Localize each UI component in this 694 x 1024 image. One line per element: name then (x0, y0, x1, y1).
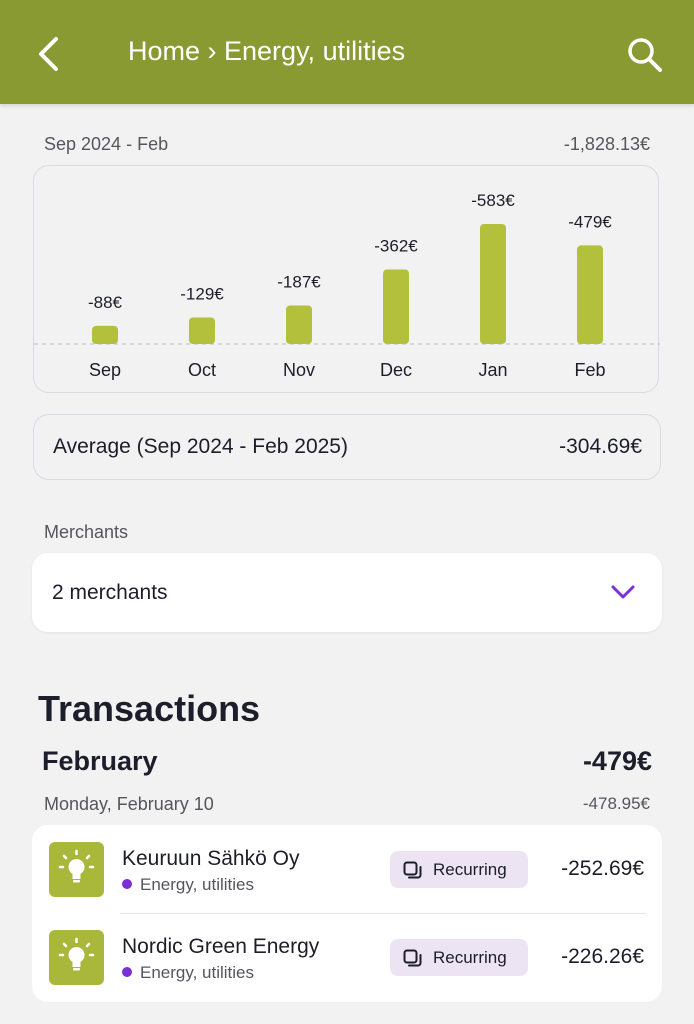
chart-value-label: -583€ (471, 191, 515, 210)
chart-category-label: Jan (478, 360, 507, 380)
transaction-row[interactable]: Keuruun Sähkö Oy Energy, utilities Recur… (32, 825, 662, 913)
transactions-heading: Transactions (38, 688, 261, 729)
period-total: -1,828.13€ (563, 134, 650, 154)
recurring-icon (403, 949, 422, 967)
chart-category-label: Feb (574, 360, 605, 380)
divider (120, 913, 646, 914)
merchant-name: Keuruun Sähkö Oy (122, 847, 300, 870)
chart-bar-oct[interactable] (189, 317, 215, 344)
chart-bar-nov[interactable] (286, 305, 312, 344)
badge-label: Recurring (433, 948, 507, 967)
merchant-icon (49, 842, 104, 897)
page-title: Home › Energy, utilities (128, 36, 406, 66)
app-header: Home › Energy, utilities (0, 0, 694, 104)
chart-bar-sep[interactable] (92, 325, 118, 344)
chart-value-label: -362€ (374, 236, 418, 255)
day-label: Monday, February 10 (44, 794, 214, 814)
chart-bar-jan[interactable] (480, 224, 506, 344)
chart-category-label: Nov (283, 360, 315, 380)
category-dot (122, 879, 132, 889)
chart-value-label: -129€ (180, 284, 224, 303)
merchant-name: Nordic Green Energy (122, 935, 320, 958)
chart-category-label: Sep (89, 360, 121, 380)
category-label: Energy, utilities (122, 963, 254, 983)
chart-bar-feb[interactable] (577, 245, 603, 344)
category-text: Energy, utilities (140, 963, 255, 982)
transaction-amount: -226.26€ (561, 945, 644, 968)
bar-chart: -88€ Sep -129€ Oct -187€ Nov -362€ Dec -583€ Jan -… (34, 191, 660, 380)
badge-label: Recurring (433, 860, 507, 879)
category-dot (122, 967, 132, 977)
category-text: Energy, utilities (140, 875, 255, 894)
lightbulb-icon (58, 849, 95, 883)
back-button[interactable] (30, 30, 70, 78)
chart-category-label: Dec (380, 360, 412, 380)
chart-value-label: -187€ (277, 273, 321, 292)
category-label: Energy, utilities (122, 875, 254, 895)
chart-value-label: -479€ (568, 212, 612, 231)
average-card: Average (Sep 2024 - Feb 2025) -304.69€ (33, 414, 661, 480)
lightbulb-icon (58, 937, 95, 971)
average-value: -304.69€ (559, 435, 642, 458)
month-total: -479€ (582, 746, 652, 776)
chevron-left-icon (39, 37, 58, 71)
month-label: February (42, 746, 158, 776)
period-label: Sep 2024 - Feb (44, 134, 169, 154)
chart-value-label: -88€ (88, 293, 123, 312)
search-icon (628, 38, 662, 72)
merchants-dropdown[interactable]: 2 merchants (32, 553, 662, 632)
recurring-badge: Recurring (390, 851, 528, 888)
day-total: -478.95€ (582, 794, 650, 813)
transaction-amount: -252.69€ (561, 857, 644, 880)
recurring-icon (403, 861, 422, 879)
transactions-list: Keuruun Sähkö Oy Energy, utilities Recur… (32, 825, 662, 1002)
merchants-label: Merchants (44, 522, 129, 542)
average-label: Average (Sep 2024 - Feb 2025) (53, 435, 348, 458)
spending-chart: -88€ Sep -129€ Oct -187€ Nov -362€ Dec -583€ Jan -… (33, 165, 660, 393)
merchant-icon (49, 930, 104, 985)
chevron-down-icon (611, 585, 635, 599)
chart-bar-dec[interactable] (383, 269, 409, 344)
recurring-badge: Recurring (390, 939, 528, 976)
merchants-value: 2 merchants (52, 581, 168, 604)
chart-category-label: Oct (188, 360, 216, 380)
transaction-row[interactable]: Nordic Green Energy Energy, utilities Re… (32, 913, 662, 1001)
search-button[interactable] (624, 34, 666, 76)
